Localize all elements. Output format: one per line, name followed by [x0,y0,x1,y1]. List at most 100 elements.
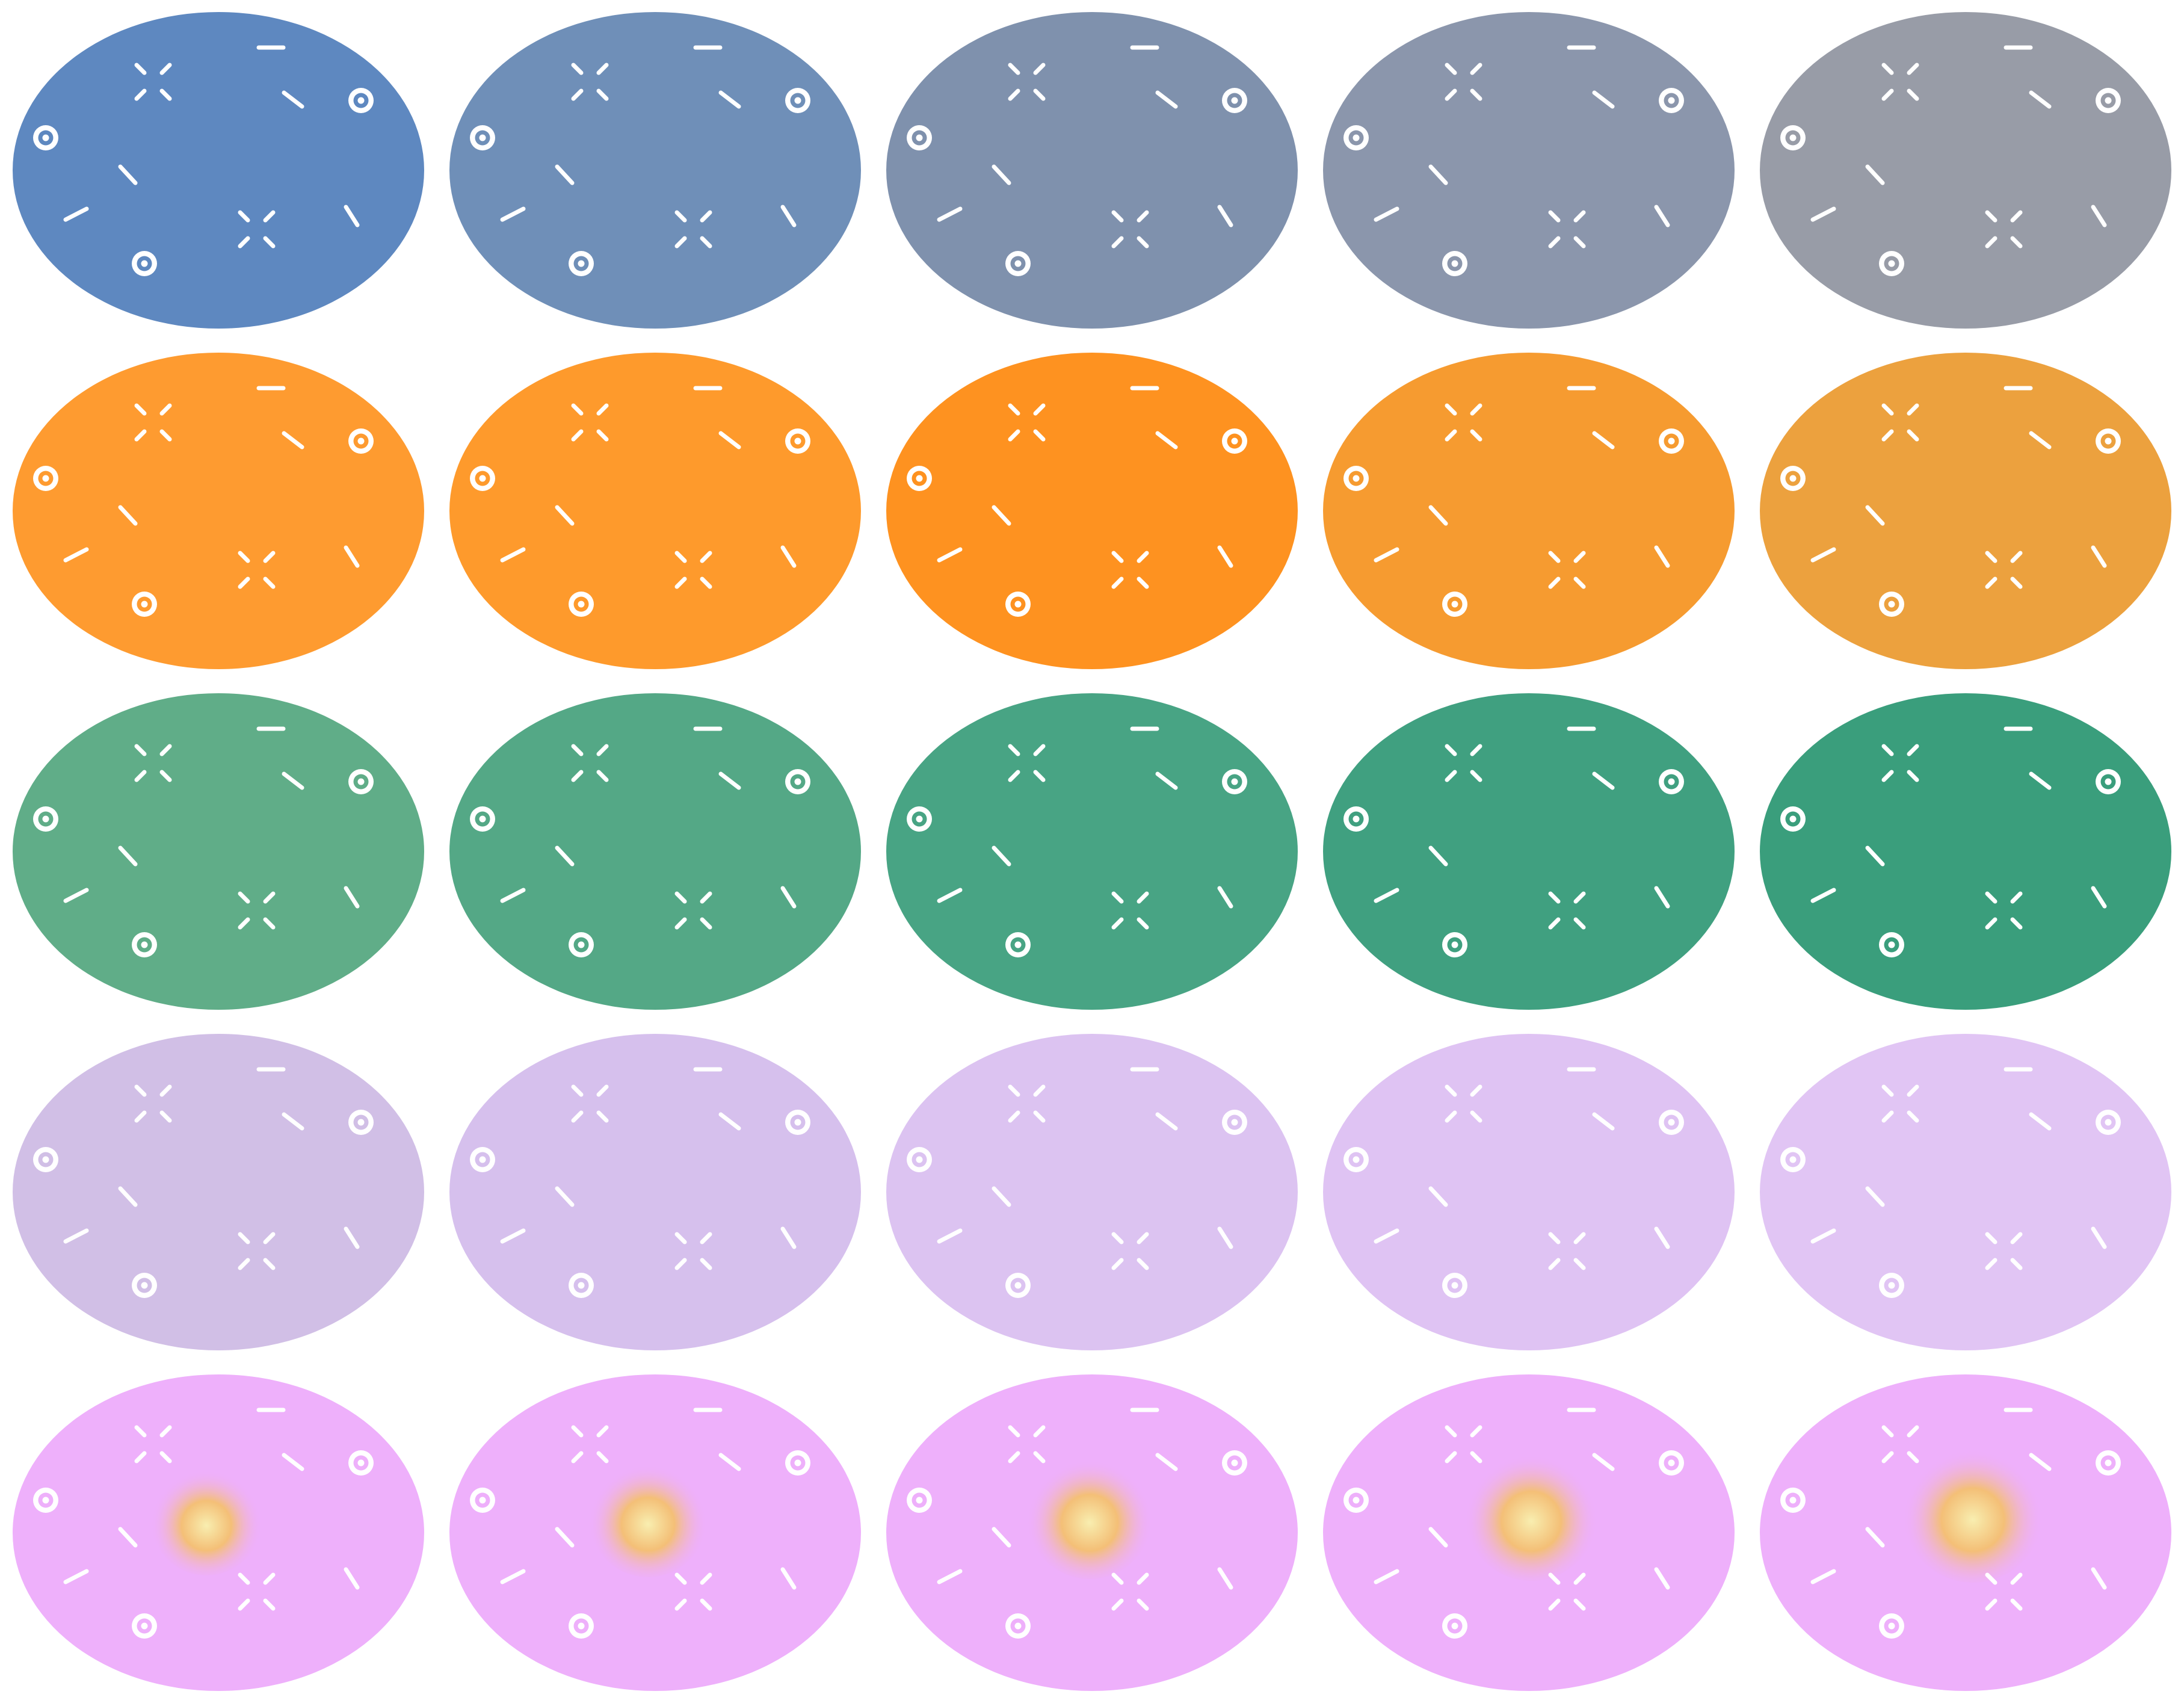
x-cluster-stroke [1470,63,1482,75]
x-cluster-stroke [263,1258,276,1270]
ellipse-svg [449,12,861,329]
ellipse-body [1760,12,2171,329]
dash-icon [1155,1112,1178,1131]
dash-icon [344,205,360,227]
x-cluster-stroke [1470,1110,1482,1123]
x-cluster-stroke [1548,236,1561,249]
x-cluster-stroke [1907,88,1919,101]
ring-icon [1343,1147,1369,1172]
dash-icon [1654,1567,1670,1590]
ring-dot [479,1497,486,1504]
x-cluster-stroke [134,770,147,782]
x-cluster-stroke [1573,576,1586,589]
x-cluster-icon [134,1425,172,1463]
x-cluster-stroke [700,1232,712,1244]
dash-icon [1217,205,1233,227]
x-cluster-stroke [134,744,147,756]
dash-icon [344,545,360,568]
x-cluster-stroke [1033,770,1046,782]
ring-dot [1014,1282,1022,1289]
ellipse-tile [1747,1022,2184,1362]
x-cluster-icon [1985,891,2023,930]
ring-dot [1888,941,1895,948]
ring-dot [794,1459,801,1467]
x-cluster-stroke [1573,1232,1586,1244]
x-cluster-icon [1985,551,2023,589]
ring-icon [785,1110,810,1135]
ellipse-svg [1760,353,2171,669]
x-cluster-icon [674,891,712,930]
ring-icon [569,1613,594,1639]
ring-icon [785,1450,810,1476]
dash-icon [282,771,304,790]
x-cluster-stroke [2010,576,2023,589]
ellipse-tile [874,1362,1310,1703]
x-cluster-stroke [1470,403,1482,416]
x-cluster-stroke [1033,88,1046,101]
dash-icon [2091,1567,2107,1590]
x-cluster-stroke [134,1451,147,1463]
glow-spot [1903,1443,2043,1583]
ring-icon [33,1488,58,1513]
x-cluster-icon [1445,403,1482,442]
x-cluster-stroke [1573,210,1586,223]
x-cluster-stroke [1573,917,1586,930]
ellipse-tile [0,0,437,341]
dash-icon [1654,1226,1670,1249]
ellipse-tile [0,1362,437,1703]
dash-icon [63,547,89,563]
ring-icon [907,806,932,832]
x-cluster-stroke [159,744,172,756]
x-cluster-stroke [700,917,712,930]
x-cluster-stroke [134,403,147,416]
x-cluster-stroke [674,551,687,563]
x-cluster-icon [1881,403,1919,442]
ring-icon [1659,1450,1684,1476]
x-cluster-stroke [1985,891,1997,904]
x-cluster-stroke [238,236,250,249]
x-cluster-stroke [1881,429,1894,442]
x-cluster-stroke [1111,236,1124,249]
x-cluster-icon [1881,1084,1919,1123]
ellipse-tile [874,0,1310,341]
ring-dot [479,134,486,141]
ring-icon [348,1110,374,1135]
dash-icon [1810,1228,1836,1244]
ring-dot [794,778,801,785]
ring-dot [916,1156,923,1163]
x-cluster-stroke [674,1598,687,1611]
x-cluster-stroke [159,63,172,75]
row-lavender [0,1022,2184,1362]
ellipse-body [886,12,1298,329]
ring-icon [470,466,495,491]
ring-dot [916,1497,923,1504]
dash-icon [2029,1453,2052,1471]
x-cluster-stroke [238,917,250,930]
x-cluster-stroke [674,236,687,249]
ellipse-svg [1760,12,2171,329]
glow-spot [151,1465,262,1575]
dash-icon [937,206,963,222]
ring-dot [1353,1156,1360,1163]
x-cluster-stroke [263,917,276,930]
ring-dot [1231,437,1238,445]
ellipse-svg [1323,353,1735,669]
dash-icon [63,206,89,222]
x-cluster-stroke [263,891,276,904]
x-cluster-icon [571,403,609,442]
dash-icon [1374,888,1399,903]
x-cluster-stroke [571,1425,584,1438]
ring-dot [1668,1119,1675,1126]
ring-icon [1780,806,1806,832]
dash-icon [500,206,526,222]
x-cluster-stroke [1137,1232,1149,1244]
x-cluster-stroke [1033,1084,1046,1097]
x-cluster-stroke [263,576,276,589]
row-orange [0,341,2184,681]
dash-icon [1810,1569,1836,1584]
ellipse-tile [1310,681,1747,1022]
x-cluster-stroke [1907,1084,1919,1097]
x-cluster-stroke [1985,1598,1997,1611]
dash-icon [780,205,797,227]
x-cluster-stroke [2010,917,2023,930]
